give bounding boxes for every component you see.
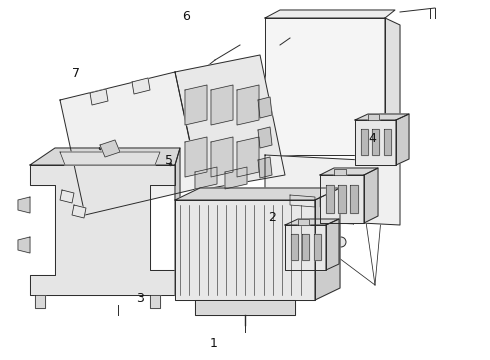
Polygon shape bbox=[285, 225, 326, 270]
Polygon shape bbox=[175, 188, 340, 200]
Polygon shape bbox=[150, 295, 160, 308]
Polygon shape bbox=[355, 120, 396, 165]
Polygon shape bbox=[60, 152, 160, 165]
Polygon shape bbox=[290, 195, 315, 207]
Polygon shape bbox=[368, 114, 379, 120]
Polygon shape bbox=[237, 85, 259, 125]
Polygon shape bbox=[100, 140, 120, 157]
Polygon shape bbox=[350, 200, 375, 212]
Polygon shape bbox=[18, 197, 30, 213]
Text: 4: 4 bbox=[368, 132, 376, 145]
Polygon shape bbox=[265, 18, 385, 155]
Polygon shape bbox=[225, 167, 247, 189]
Polygon shape bbox=[175, 200, 315, 300]
Polygon shape bbox=[315, 188, 340, 300]
Polygon shape bbox=[350, 185, 358, 213]
Polygon shape bbox=[175, 148, 180, 295]
Polygon shape bbox=[361, 129, 368, 155]
Text: 1: 1 bbox=[209, 337, 217, 350]
Polygon shape bbox=[258, 97, 272, 118]
Polygon shape bbox=[302, 234, 309, 260]
Polygon shape bbox=[384, 129, 391, 155]
Polygon shape bbox=[60, 72, 200, 215]
Polygon shape bbox=[298, 219, 309, 225]
Polygon shape bbox=[285, 219, 339, 225]
Polygon shape bbox=[211, 137, 233, 177]
Polygon shape bbox=[195, 167, 217, 189]
Polygon shape bbox=[35, 295, 45, 308]
Polygon shape bbox=[355, 114, 409, 120]
Polygon shape bbox=[72, 205, 86, 218]
Polygon shape bbox=[60, 190, 74, 203]
Polygon shape bbox=[320, 175, 364, 223]
Polygon shape bbox=[258, 157, 272, 178]
Polygon shape bbox=[314, 234, 320, 260]
Polygon shape bbox=[334, 168, 346, 175]
Polygon shape bbox=[132, 78, 150, 94]
Polygon shape bbox=[18, 237, 30, 253]
Polygon shape bbox=[90, 89, 108, 105]
Polygon shape bbox=[291, 234, 298, 260]
Polygon shape bbox=[320, 168, 378, 175]
Polygon shape bbox=[364, 168, 378, 223]
Text: 6: 6 bbox=[182, 10, 190, 23]
Text: 7: 7 bbox=[72, 67, 80, 80]
Polygon shape bbox=[396, 114, 409, 165]
Polygon shape bbox=[211, 85, 233, 125]
Polygon shape bbox=[265, 155, 400, 225]
Polygon shape bbox=[326, 185, 334, 213]
Polygon shape bbox=[30, 165, 175, 295]
Polygon shape bbox=[320, 197, 345, 209]
Polygon shape bbox=[185, 137, 207, 177]
Polygon shape bbox=[185, 85, 207, 125]
Text: 5: 5 bbox=[165, 154, 173, 167]
Polygon shape bbox=[175, 55, 285, 190]
Circle shape bbox=[336, 237, 346, 247]
Polygon shape bbox=[339, 185, 346, 213]
Polygon shape bbox=[237, 137, 259, 177]
Polygon shape bbox=[258, 127, 272, 148]
Text: 2: 2 bbox=[268, 211, 276, 224]
Polygon shape bbox=[372, 129, 379, 155]
Text: 3: 3 bbox=[136, 292, 144, 305]
Polygon shape bbox=[195, 300, 295, 315]
Polygon shape bbox=[265, 10, 395, 18]
Polygon shape bbox=[385, 18, 400, 162]
Polygon shape bbox=[326, 219, 339, 270]
Polygon shape bbox=[30, 148, 180, 165]
